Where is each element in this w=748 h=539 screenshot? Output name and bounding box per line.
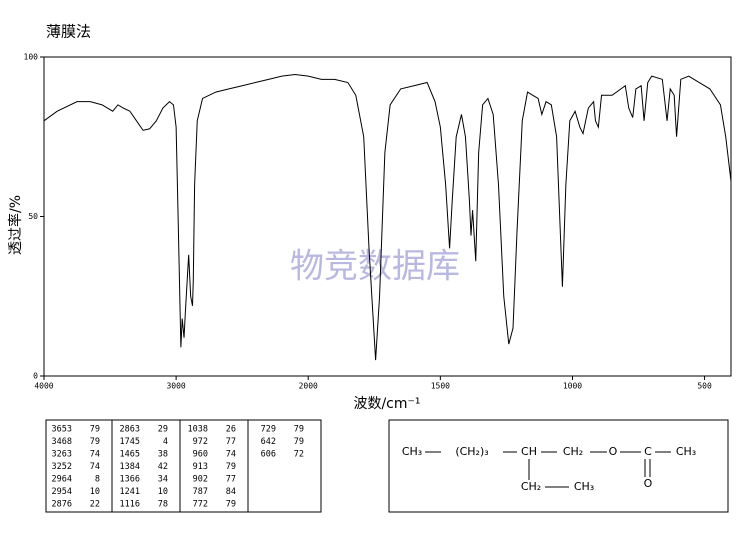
peak-wavenumber: 2863	[120, 425, 140, 435]
peak-wavenumber: 772	[193, 500, 208, 510]
peak-transmittance: 38	[158, 450, 168, 460]
y-tick-label: 100	[24, 53, 39, 62]
structure-group: CH₃	[402, 445, 422, 458]
structure-group: CH	[521, 445, 537, 458]
peak-table-frame	[45, 419, 322, 513]
peak-wavenumber: 2964	[52, 475, 72, 485]
peak-transmittance: 77	[226, 475, 236, 485]
x-tick-label: 4000	[34, 382, 53, 391]
peak-wavenumber: 606	[261, 450, 276, 460]
peak-wavenumber: 1038	[188, 425, 208, 435]
peak-transmittance: 77	[226, 437, 236, 447]
spectrum-line	[43, 74, 732, 361]
peak-wavenumber: 1366	[120, 475, 140, 485]
peak-wavenumber: 642	[261, 437, 276, 447]
peak-wavenumber: 2876	[52, 500, 72, 510]
peak-wavenumber: 2954	[52, 487, 72, 497]
peak-transmittance: 22	[90, 500, 100, 510]
peak-transmittance: 79	[226, 500, 236, 510]
peak-wavenumber: 729	[261, 425, 276, 435]
peak-wavenumber: 960	[193, 450, 208, 460]
peak-transmittance: 8	[95, 475, 100, 485]
peak-transmittance: 84	[226, 487, 236, 497]
peak-wavenumber: 1465	[120, 450, 140, 460]
structure-branch: CH₃	[574, 480, 594, 493]
peak-transmittance: 10	[90, 487, 100, 497]
chart-title: 薄膜法	[46, 23, 91, 41]
peak-wavenumber: 787	[193, 487, 208, 497]
peak-transmittance: 42	[158, 462, 168, 472]
peak-transmittance: 74	[90, 462, 100, 472]
structure-group: C	[644, 445, 652, 458]
structure-carbonyl: O	[644, 477, 653, 490]
peak-transmittance: 34	[158, 475, 168, 485]
peak-wavenumber: 972	[193, 437, 208, 447]
peak-transmittance: 72	[294, 450, 304, 460]
structure-group: CH₂	[563, 445, 583, 458]
peak-transmittance: 79	[294, 437, 304, 447]
peak-transmittance: 79	[90, 425, 100, 435]
structure-group: O	[609, 445, 618, 458]
peak-transmittance: 26	[226, 425, 236, 435]
structure-branch: CH₂	[521, 480, 541, 493]
watermark: 物竞数据库	[290, 247, 460, 287]
y-tick-label: 0	[33, 372, 38, 381]
peak-wavenumber: 3468	[52, 437, 72, 447]
peak-wavenumber: 3252	[52, 462, 72, 472]
structure-frame	[388, 419, 729, 513]
peak-wavenumber: 3653	[52, 425, 72, 435]
peak-wavenumber: 913	[193, 462, 208, 472]
peak-transmittance: 29	[158, 425, 168, 435]
peak-transmittance: 74	[90, 450, 100, 460]
y-tick-label: 50	[28, 212, 38, 221]
peak-wavenumber: 1116	[120, 500, 140, 510]
peak-wavenumber: 1384	[120, 462, 140, 472]
x-axis-label: 波数/cm⁻¹	[353, 396, 420, 412]
y-axis-label: 透过率/%	[7, 195, 24, 255]
x-tick-label: 500	[697, 382, 712, 391]
peak-wavenumber: 1745	[120, 437, 140, 447]
peak-transmittance: 4	[163, 437, 168, 447]
peak-wavenumber: 3263	[52, 450, 72, 460]
x-tick-label: 1500	[431, 382, 450, 391]
peak-transmittance: 78	[158, 500, 168, 510]
peak-wavenumber: 902	[193, 475, 208, 485]
structure-bonds	[425, 451, 671, 488]
structure-group: CH₃	[676, 445, 696, 458]
peak-transmittance: 79	[294, 425, 304, 435]
structure-group: (CH₂)₃	[455, 445, 488, 458]
x-tick-label: 1000	[563, 382, 582, 391]
peak-transmittance: 74	[226, 450, 236, 460]
x-tick-label: 2000	[299, 382, 318, 391]
peak-transmittance: 79	[226, 462, 236, 472]
peak-transmittance: 79	[90, 437, 100, 447]
peak-transmittance: 10	[158, 487, 168, 497]
peak-wavenumber: 1241	[120, 487, 140, 497]
x-tick-label: 3000	[166, 382, 185, 391]
